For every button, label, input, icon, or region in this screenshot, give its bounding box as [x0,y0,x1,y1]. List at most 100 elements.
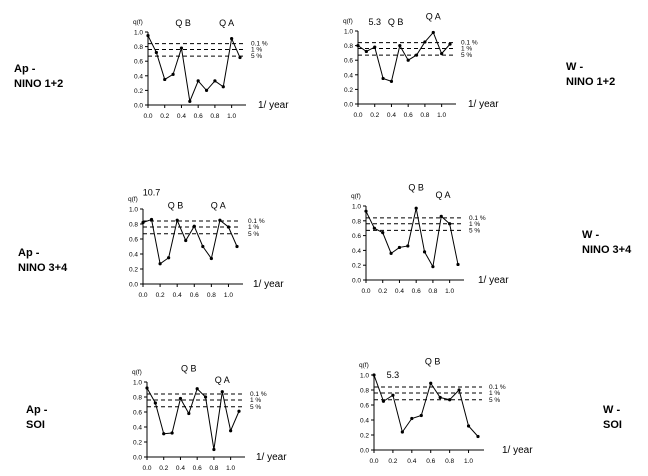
significance-label: 5 % [469,227,480,234]
x-tick-label: 0.2 [156,292,165,299]
y-tick-label: 0.8 [344,43,353,50]
y-tick-label: 0.0 [344,102,353,109]
y-tick-label: 0.2 [344,87,353,94]
significance-label: 5 % [248,231,259,238]
x-tick-label: 0.6 [426,458,435,465]
data-point [146,34,150,38]
data-point [170,431,174,435]
y-tick-label: 0.8 [352,218,361,225]
x-tick-label: 1.0 [226,465,235,472]
data-point [149,217,154,222]
x-tick-label: 0.0 [138,292,147,299]
y-tick-label: 0.2 [352,263,361,270]
y-axis-label: q(f) [343,18,353,25]
annotation-label: 5.3 [387,370,400,380]
y-tick-label: 0.8 [133,395,142,402]
y-tick-label: 0.4 [134,73,143,80]
x-tick-label: 0.6 [190,292,199,299]
x-tick-label: 0.2 [160,113,169,120]
y-tick-label: 0.2 [133,440,142,447]
y-tick-label: 1.0 [344,29,353,36]
side-label-line2: NINO 3+4 [582,244,632,256]
data-point [423,40,427,44]
data-point [158,262,162,266]
data-point [235,244,239,249]
data-point [179,46,184,50]
significance-label: 1 % [250,397,261,404]
x-tick-label: 0.8 [209,465,218,472]
data-point [162,432,166,436]
annotation-label: Q B [425,357,441,367]
y-tick-label: 0.4 [352,248,361,255]
y-tick-label: 0.8 [134,44,143,51]
y-tick-label: 0.0 [360,448,369,455]
side-label-line2: NINO 1+2 [14,78,64,90]
x-tick-label: 0.4 [387,112,396,119]
plot-group: 0.0 0.2 0.4 0.6 0.8 1.0 0.0 0.2 0.4 0.6 0.8 1.0 q(f)… [343,11,499,119]
y-tick-label: 0.4 [360,418,369,425]
side-label-line1: Ap - [26,404,48,416]
data-point [391,393,395,397]
x-tick-label: 0.0 [361,288,370,295]
data-point [439,214,443,218]
x-tick-label: 0.6 [404,112,413,119]
annotation-label: Q B [175,18,191,28]
y-tick-label: 1.0 [134,30,143,37]
data-point [154,50,158,55]
x-tick-label: 0.6 [193,465,202,472]
data-point [381,76,385,81]
data-point [410,416,414,421]
data-point [178,396,183,401]
data-point [141,220,145,225]
significance-label: 0.1 % [461,40,478,47]
data-point [438,395,442,400]
data-point [364,209,368,213]
significance-label: 0.1 % [251,41,268,48]
data-point [218,218,222,222]
annotation-label: Q A [426,11,441,21]
y-tick-label: 0.2 [129,267,138,274]
significance-label: 5 % [461,52,472,59]
annotation-label: Q B [181,364,197,374]
annotation-label: Q B [388,17,404,27]
data-point [175,218,179,222]
data-point [153,401,157,405]
data-point [422,250,427,254]
x-tick-label: 0.8 [210,113,219,120]
side-label-ap-nino34: Ap - NINO 3+4 [18,246,67,276]
annotation-label: Q A [211,200,226,210]
x-tick-label: 0.8 [428,288,437,295]
y-tick-label: 0.8 [360,388,369,395]
y-axis-label: q(f) [351,193,361,200]
y-axis-label: q(f) [359,362,369,369]
y-tick-label: 0.0 [129,282,138,289]
x-tick-label: 0.8 [445,458,454,465]
side-label-line1: Ap - [14,63,36,75]
data-point [389,251,393,255]
data-point [230,36,234,41]
significance-label: 1 % [469,221,480,228]
significance-label: 0.1 % [469,215,486,222]
data-point [356,44,360,48]
data-point [364,49,368,54]
x-tick-label: 0.4 [177,113,186,120]
data-point [220,390,224,394]
data-point [221,85,225,89]
significance-label: 1 % [248,224,259,231]
x-tick-label: 0.6 [412,288,421,295]
side-label-line1: Ap - [18,247,40,259]
significance-label: 0.1 % [248,218,265,225]
side-label-w-soi: W - SOI [603,403,622,433]
data-point [389,79,394,83]
plot-group: 0.0 0.2 0.4 0.6 0.8 1.0 0.0 0.2 0.4 0.6 0.8 1.0 q(f)… [351,183,509,296]
x-tick-label: 0.4 [395,288,404,295]
x-tick-label: 1.0 [464,458,473,465]
data-point [204,88,209,92]
y-tick-label: 0.0 [134,103,143,110]
data-point [440,52,444,56]
data-point [196,79,200,83]
side-label-line1: W - [582,229,600,241]
